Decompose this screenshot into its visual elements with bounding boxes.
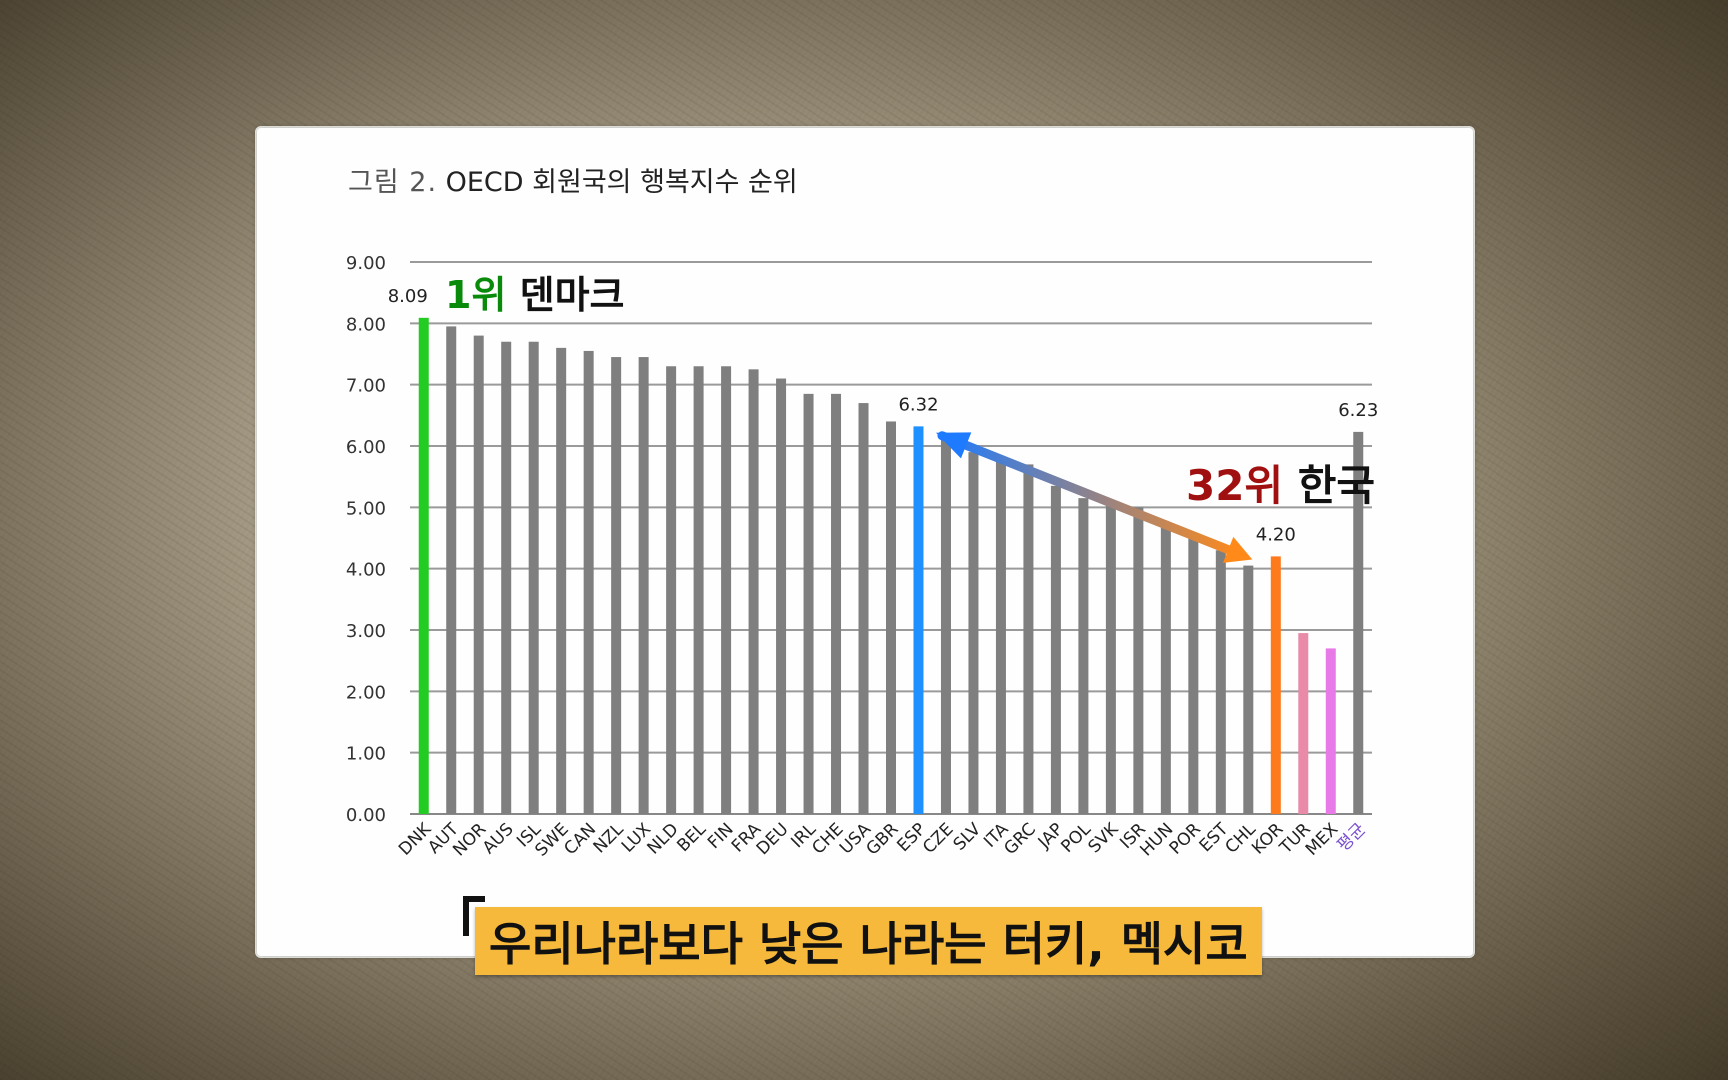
bar-aus bbox=[501, 341, 512, 814]
data-label: 8.09 bbox=[388, 286, 428, 307]
x-tick-label: GRC bbox=[1000, 819, 1040, 859]
bar-hun bbox=[1160, 525, 1171, 814]
annotation-korea: 32위 한국 bbox=[1186, 452, 1375, 513]
bar-isr bbox=[1133, 507, 1144, 814]
bar-nld bbox=[666, 366, 677, 814]
bar-chl bbox=[1243, 565, 1254, 814]
data-label: 6.32 bbox=[898, 394, 938, 415]
bar-est bbox=[1215, 550, 1226, 814]
bar-ita bbox=[995, 461, 1006, 814]
trend-arrow-head bbox=[1222, 536, 1253, 563]
y-tick-label: 9.00 bbox=[346, 253, 386, 274]
bar-nzl bbox=[611, 357, 622, 814]
bar-mex bbox=[1325, 648, 1336, 814]
figure-caption: 그림 2. OECD 회원국의 행복지수 순위 bbox=[348, 160, 798, 199]
bar-fin bbox=[721, 366, 732, 814]
data-label: 4.20 bbox=[1256, 524, 1296, 545]
bar-dnk bbox=[418, 317, 429, 814]
x-tick-label: 평균 bbox=[1334, 819, 1370, 855]
y-tick-label: 0.00 bbox=[346, 805, 386, 826]
bar-che bbox=[831, 393, 842, 814]
trend-arrow-tail bbox=[935, 432, 972, 459]
y-tick-label: 4.00 bbox=[346, 560, 386, 581]
bar-irl bbox=[803, 393, 814, 814]
bar-tur bbox=[1298, 633, 1309, 814]
bar-deu bbox=[776, 378, 787, 814]
bar-fra bbox=[748, 369, 759, 814]
annotation-first: 1위 덴마크 bbox=[445, 264, 625, 319]
bar-por bbox=[1188, 538, 1199, 814]
bar-aut bbox=[446, 326, 457, 814]
caption-prefix: 그림 2. bbox=[348, 167, 438, 198]
bar-isl bbox=[528, 341, 539, 814]
trend-arrow-shaft bbox=[937, 431, 1245, 559]
subtitle-box: 우리나라보다 낮은 나라는 터키, 멕시코 bbox=[475, 907, 1262, 975]
y-tick-label: 1.00 bbox=[346, 744, 386, 765]
annotation-first-rank: 1위 bbox=[445, 273, 507, 317]
data-label: 6.23 bbox=[1338, 400, 1378, 421]
y-tick-label: 8.00 bbox=[346, 314, 386, 335]
trend-arrow bbox=[935, 431, 1253, 563]
bar-cze bbox=[940, 433, 951, 814]
data-labels: 8.09 6.32 4.20 6.23 bbox=[388, 286, 1379, 546]
bar-gbr bbox=[886, 421, 896, 814]
bar-slv bbox=[968, 452, 979, 814]
bar-jap bbox=[1050, 485, 1061, 814]
y-tick-labels: 0.00 1.00 2.00 3.00 4.00 5.00 6.00 7.00 8.00 9.00 bbox=[346, 253, 386, 826]
bars bbox=[418, 317, 1364, 814]
bar-nor bbox=[473, 335, 484, 814]
subtitle-text: 우리나라보다 낮은 나라는 터키, 멕시코 bbox=[489, 917, 1248, 971]
bar-평균 bbox=[1353, 431, 1364, 814]
bar-kor bbox=[1270, 556, 1281, 814]
bar-esp bbox=[913, 426, 924, 814]
bar-swe bbox=[556, 347, 567, 814]
x-tick-labels: DNKAUTNORAUSISLSWECANNZLLUXNLDBELFINFRAD… bbox=[395, 819, 1370, 861]
bar-usa bbox=[858, 403, 869, 814]
annotation-korea-country: 한국 bbox=[1297, 461, 1375, 510]
annotation-first-country: 덴마크 bbox=[519, 273, 625, 317]
x-tick-label: DEU bbox=[753, 819, 793, 859]
y-tick-label: 7.00 bbox=[346, 376, 386, 397]
bar-lux bbox=[638, 357, 649, 814]
y-tick-label: 5.00 bbox=[346, 498, 386, 519]
x-tick-label: AUS bbox=[479, 819, 518, 858]
annotation-korea-rank: 32위 bbox=[1186, 461, 1284, 510]
y-tick-label: 6.00 bbox=[346, 437, 386, 458]
y-tick-label: 2.00 bbox=[346, 682, 386, 703]
bar-bel bbox=[693, 366, 704, 814]
bar-can bbox=[583, 350, 594, 814]
bar-grc bbox=[1023, 464, 1034, 814]
subtitle-bracket bbox=[463, 896, 485, 936]
bar-pol bbox=[1078, 498, 1089, 814]
caption-title: OECD 회원국의 행복지수 순위 bbox=[445, 167, 798, 198]
y-tick-label: 3.00 bbox=[346, 621, 386, 642]
bar-svk bbox=[1105, 501, 1116, 814]
